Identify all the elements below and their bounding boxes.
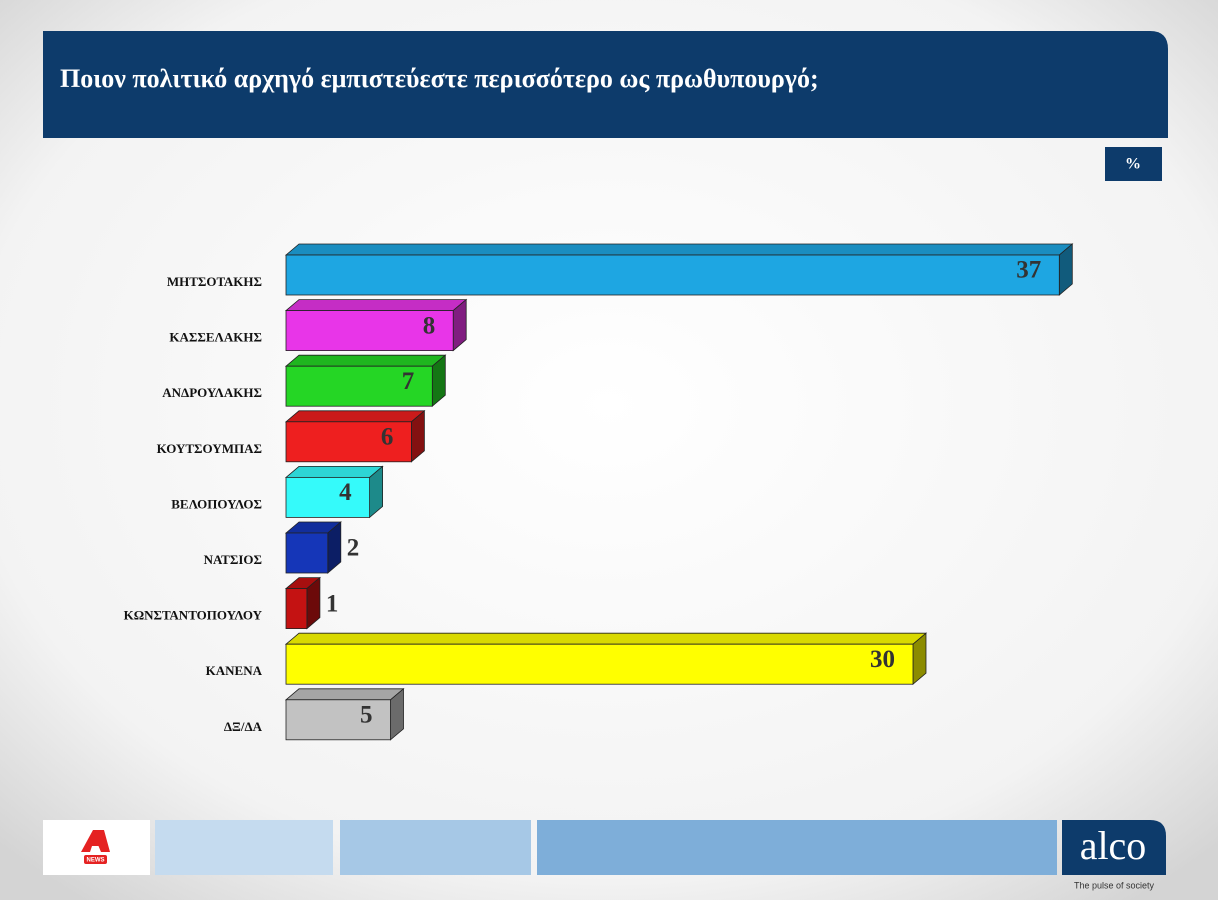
bar	[285, 476, 370, 518]
alco-logo: alco	[1080, 823, 1147, 868]
bar-top	[284, 410, 426, 423]
value-label: 5	[360, 702, 373, 729]
footer-logo-box	[43, 820, 150, 875]
bar-top	[284, 299, 468, 312]
category-label: ΚΑΝΕΝΑ	[206, 663, 263, 678]
category-label: ΚΟΥΤΣΟΥΜΠΑΣ	[157, 441, 262, 456]
bar-top	[284, 354, 447, 367]
bar	[285, 365, 433, 407]
category-label: ΔΞ/ΔΑ	[224, 719, 263, 734]
category-label: ΜΗΤΣΟΤΑΚΗΣ	[167, 274, 262, 289]
value-label: 4	[339, 479, 352, 506]
news-text: NEWS	[87, 858, 105, 864]
category-label: ΒΕΛΟΠΟΥΛΟΣ	[171, 496, 262, 511]
news-badge	[84, 855, 107, 864]
value-label: 1	[326, 590, 339, 617]
bar	[285, 254, 1060, 296]
bar	[285, 532, 329, 574]
value-label: 37	[1016, 257, 1041, 284]
value-label: 7	[402, 368, 415, 395]
value-label: 8	[423, 312, 436, 339]
header-band	[43, 31, 1168, 138]
bar	[285, 588, 308, 629]
category-label: ΚΑΣΣΕΛΑΚΗΣ	[169, 330, 262, 345]
footer-band	[537, 820, 1057, 875]
chart-title: Ποιον πολιτικό αρχηγό εμπιστεύεστε περισ…	[60, 64, 819, 93]
value-label: 2	[347, 535, 360, 562]
unit-label: %	[1125, 156, 1141, 173]
tagline: The pulse of society	[1074, 880, 1155, 890]
value-label: 6	[381, 424, 394, 451]
category-label: ΚΩΝΣΤΑΝΤΟΠΟΥΛΟΥ	[124, 608, 263, 623]
footer-band	[155, 820, 333, 875]
bar-top	[284, 465, 384, 478]
category-label: ΑΝΔΡΟΥΛΑΚΗΣ	[162, 385, 262, 400]
bar	[285, 421, 412, 463]
bars: ΜΗΤΣΟΤΑΚΗΣ 37 ΚΑΣΣΕΛΑΚΗΣ 8 ΑΝΔΡΟΥΛΑΚΗΣ 7 ΚΟΥΤΣ…	[124, 243, 1074, 741]
value-label: 30	[870, 646, 895, 673]
bar	[285, 699, 391, 741]
unit-box	[1105, 147, 1162, 181]
bar-top	[284, 243, 1074, 256]
category-label: ΝΑΤΣΙΟΣ	[204, 552, 262, 567]
news-logo	[81, 830, 110, 852]
bar	[285, 643, 914, 685]
footer-band	[340, 820, 531, 875]
bar-top	[284, 632, 928, 645]
bar-top	[284, 688, 405, 701]
bar	[285, 310, 454, 352]
alco-box	[1062, 820, 1166, 875]
